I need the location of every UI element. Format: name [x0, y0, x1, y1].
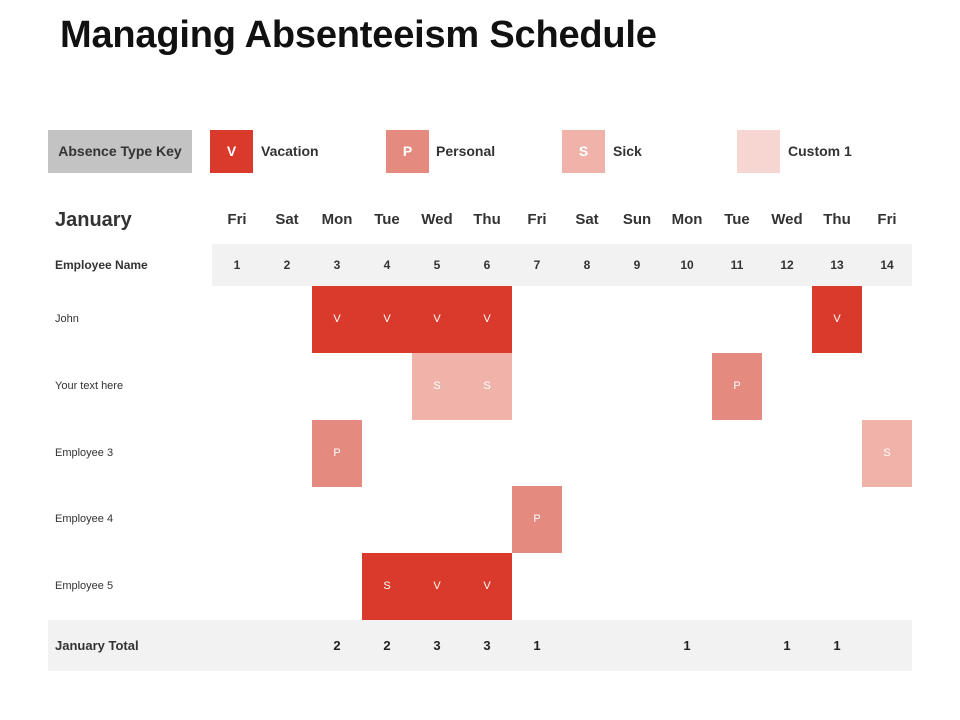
day-total — [612, 620, 662, 671]
day-of-week: Tue — [374, 211, 400, 228]
absence-cell[interactable]: V — [462, 553, 512, 620]
day-total: 3 — [433, 638, 441, 653]
totals-row: 2 2 3 3 1 1 1 1 — [212, 620, 912, 671]
employee-row: Employee 3 P S — [0, 420, 960, 487]
absence-cell[interactable]: V — [312, 286, 362, 353]
legend-swatch-vacation: V — [210, 130, 253, 173]
date-number: 6 — [483, 258, 491, 272]
date-number: 9 — [633, 258, 641, 272]
legend-label-sick: Sick — [613, 143, 642, 159]
date-number: 14 — [880, 258, 894, 272]
date-number: 12 — [780, 258, 794, 272]
employee-name: Employee 5 — [55, 580, 114, 592]
absence-cell[interactable]: V — [412, 553, 462, 620]
date-number: 7 — [533, 258, 541, 272]
date-number: 4 — [383, 258, 391, 272]
legend-swatch-personal: P — [386, 130, 429, 173]
page-title: Managing Absenteeism Schedule — [60, 14, 657, 56]
day-of-week: Tue — [724, 211, 750, 228]
legend-label-vacation: Vacation — [261, 143, 319, 159]
day-total: 1 — [833, 638, 841, 653]
day-total: 1 — [533, 638, 541, 653]
day-total: 3 — [483, 638, 491, 653]
absence-cell[interactable]: S — [862, 420, 912, 487]
absence-cell[interactable]: V — [462, 286, 512, 353]
day-of-week: Fri — [877, 211, 897, 228]
day-total: 1 — [783, 638, 791, 653]
day-of-week: Fri — [227, 211, 247, 228]
employee-name: John — [55, 313, 79, 325]
day-total — [562, 620, 612, 671]
date-number: 13 — [830, 258, 844, 272]
absence-cell[interactable]: V — [412, 286, 462, 353]
day-of-week: Wed — [421, 211, 453, 228]
employee-row: John V V V V V — [0, 286, 960, 353]
absence-cell[interactable]: S — [462, 353, 512, 420]
day-total: 2 — [383, 638, 391, 653]
legend-label-custom-1: Custom 1 — [788, 143, 852, 159]
employee-name: Your text here — [55, 380, 124, 392]
date-number: 3 — [333, 258, 341, 272]
day-of-week: Thu — [473, 211, 501, 228]
day-of-week: Sat — [275, 211, 299, 228]
day-total — [712, 620, 762, 671]
day-total — [862, 620, 912, 671]
day-of-week: Mon — [671, 211, 703, 228]
day-total: 1 — [683, 638, 691, 653]
employee-name: Employee 3 — [55, 447, 114, 459]
employee-row: Your text here S S P — [0, 353, 960, 420]
date-number: 1 — [233, 258, 241, 272]
date-number: 2 — [283, 258, 291, 272]
absence-cell[interactable]: P — [712, 353, 762, 420]
date-number: 8 — [583, 258, 591, 272]
day-of-week: Mon — [321, 211, 353, 228]
date-number: 10 — [680, 258, 694, 272]
days-of-week-row: Fri Sat Mon Tue Wed Thu Fri Sat Sun Mon Tue Wed Thu F… — [212, 205, 912, 235]
absence-cell[interactable]: V — [812, 286, 862, 353]
day-total: 2 — [333, 638, 341, 653]
day-total — [212, 620, 262, 671]
absence-type-key: Absence Type Key — [48, 130, 192, 173]
employee-name-header: Employee Name — [55, 258, 148, 272]
absence-cell[interactable]: P — [312, 420, 362, 487]
employee-name: Employee 4 — [55, 513, 114, 525]
day-of-week: Wed — [771, 211, 803, 228]
date-number: 11 — [730, 258, 744, 272]
date-number: 5 — [433, 258, 441, 272]
absence-cell[interactable]: S — [362, 553, 412, 620]
day-of-week: Sun — [622, 211, 652, 228]
total-label: January Total — [55, 638, 139, 653]
day-of-week: Sat — [575, 211, 599, 228]
total-band — [48, 620, 912, 671]
employee-row: Employee 4 P — [0, 486, 960, 553]
day-total — [262, 620, 312, 671]
legend-swatch-custom-1 — [737, 130, 780, 173]
absence-cell[interactable]: P — [512, 486, 562, 553]
absence-cell[interactable]: V — [362, 286, 412, 353]
legend-swatch-sick: S — [562, 130, 605, 173]
month-label: January — [55, 209, 132, 231]
legend-label-personal: Personal — [436, 143, 496, 159]
day-of-week: Thu — [823, 211, 851, 228]
day-of-week: Fri — [527, 211, 547, 228]
absence-cell[interactable]: S — [412, 353, 462, 420]
date-row: 1 2 3 4 5 6 7 8 9 10 11 12 13 14 — [212, 244, 912, 286]
